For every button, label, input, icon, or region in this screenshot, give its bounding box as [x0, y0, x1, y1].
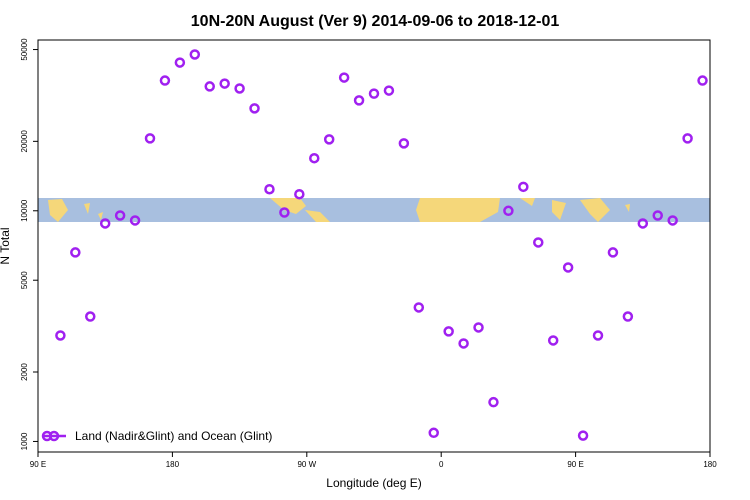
point [473, 322, 484, 333]
point [219, 78, 230, 89]
point [697, 75, 708, 86]
y-tick-label: 5000 [20, 271, 29, 289]
point [70, 247, 81, 258]
point [189, 49, 201, 60]
point [667, 215, 678, 226]
legend-label: Land (Nadir&Glint) and Ocean (Glint) [75, 429, 272, 443]
point [458, 338, 469, 349]
point [398, 138, 410, 149]
y-tick-label: 20000 [20, 130, 29, 153]
point [144, 133, 156, 144]
y-tick-label: 10000 [20, 199, 29, 222]
point [562, 262, 574, 273]
chart-title: 10N-20N August (Ver 9) 2014-09-06 to 201… [191, 13, 560, 30]
point [99, 218, 111, 229]
point [85, 311, 96, 322]
point [204, 81, 215, 92]
point [622, 311, 634, 322]
point [129, 215, 141, 226]
point [592, 330, 604, 341]
plot-frame [37, 39, 711, 453]
y-tick-label: 2000 [20, 363, 29, 381]
point [309, 152, 320, 164]
point [264, 183, 275, 195]
point [503, 205, 514, 217]
point [294, 188, 305, 200]
point [323, 134, 335, 145]
x-tick-label: 0 [439, 460, 444, 469]
point [338, 72, 350, 83]
legend-marker [48, 430, 60, 442]
point [637, 218, 649, 229]
point [443, 326, 454, 337]
point [428, 427, 439, 439]
point [488, 396, 499, 408]
point [413, 302, 425, 313]
x-tick-label: 90 E [567, 460, 583, 469]
point [114, 210, 126, 221]
x-tick-label: 90 E [30, 460, 46, 469]
y-tick-label: 50000 [20, 38, 29, 61]
point [234, 83, 245, 94]
point [368, 88, 380, 99]
x-tick-label: 90 W [297, 460, 316, 469]
point [577, 430, 589, 441]
point [682, 133, 693, 144]
point [353, 95, 365, 106]
point [607, 247, 619, 258]
point [279, 207, 290, 218]
point [533, 237, 544, 248]
point [652, 210, 663, 221]
point [159, 75, 171, 86]
y-axis-label: N Total [0, 227, 12, 264]
point [547, 335, 559, 346]
x-tick-label: 180 [703, 460, 717, 469]
point [174, 57, 186, 68]
map-strip [38, 198, 710, 222]
y-tick-label: 1000 [20, 432, 29, 450]
point [383, 85, 395, 96]
x-tick-label: 180 [166, 460, 180, 469]
point [55, 330, 66, 341]
point [249, 103, 260, 114]
x-axis-label: Longitude (deg E) [326, 476, 421, 490]
point [518, 181, 529, 193]
